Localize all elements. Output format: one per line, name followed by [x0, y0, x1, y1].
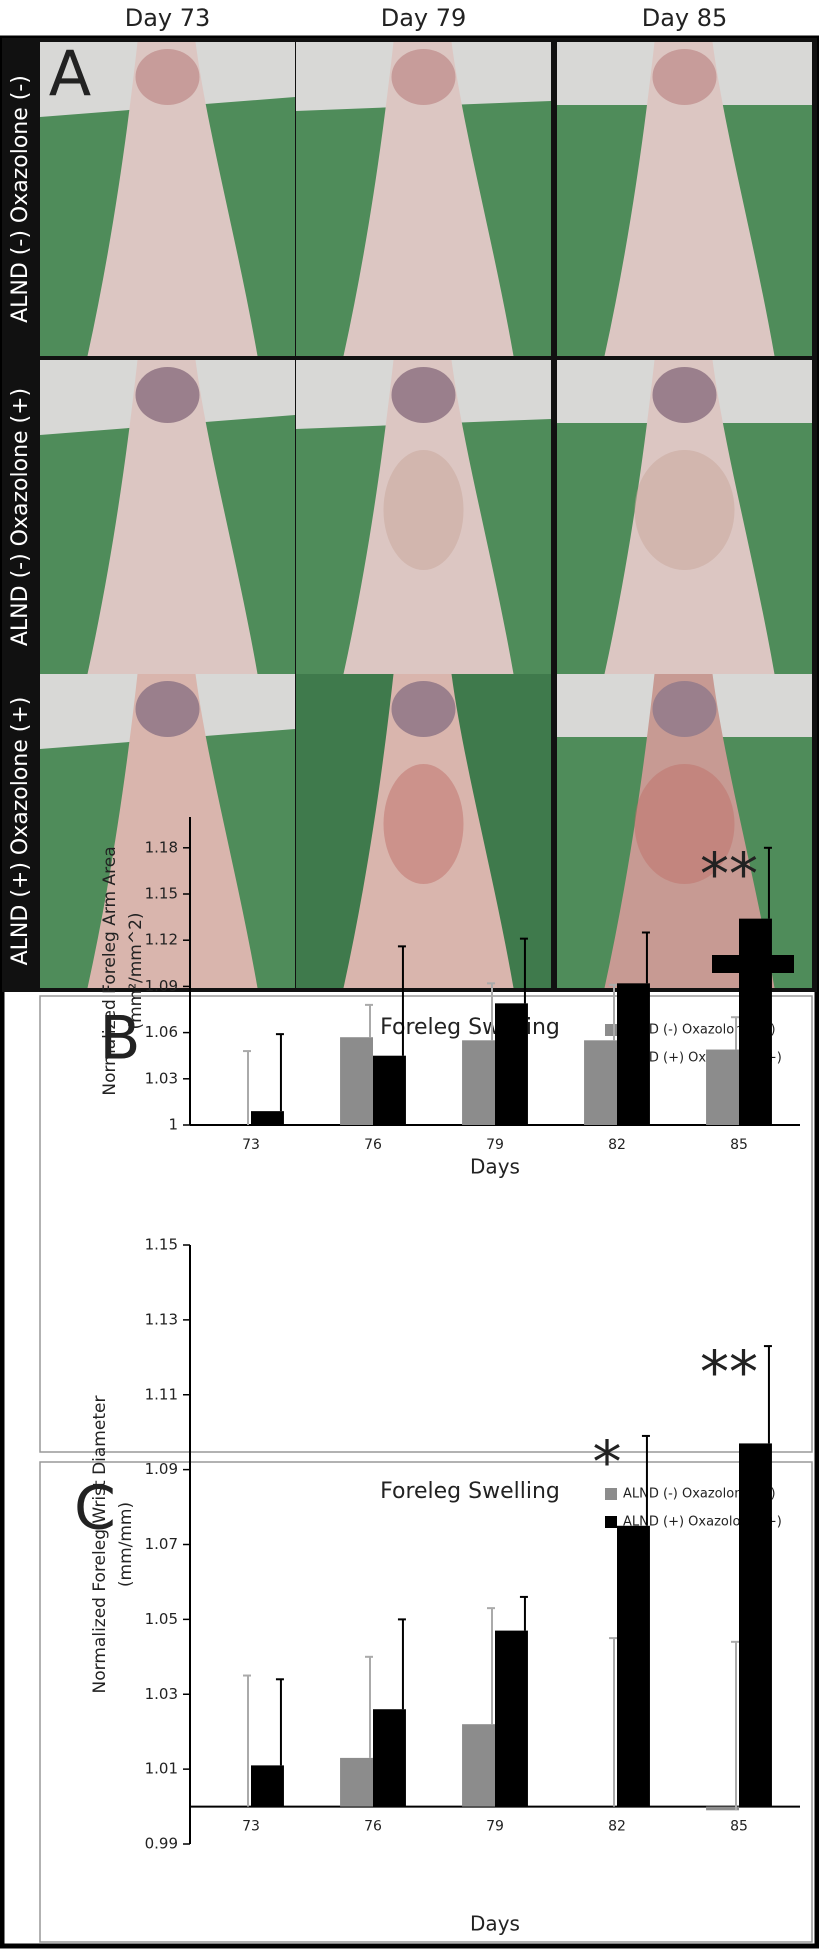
- row-label: ALND (-) Oxazolone (-): [8, 75, 33, 323]
- photo: [40, 42, 295, 356]
- legend-label: ALND (-) Oxazolone (+): [623, 1023, 776, 1038]
- bar: [340, 1757, 373, 1807]
- y-tick-label: 1.03: [145, 1069, 178, 1087]
- bar: [373, 1709, 406, 1807]
- y-tick-label: 1.06: [145, 1023, 178, 1041]
- leg: [604, 42, 775, 356]
- significance-mark: **: [700, 840, 758, 908]
- row-label: ALND (+) Oxazolone (+): [8, 697, 33, 966]
- bar: [617, 1525, 650, 1807]
- bar: [706, 1049, 739, 1125]
- leg: [87, 674, 258, 988]
- x-tick-label: 85: [730, 1819, 748, 1835]
- photo: [40, 360, 295, 674]
- y-tick-label: 1.01: [145, 1760, 178, 1778]
- bar: [462, 1724, 495, 1807]
- bar: [251, 1111, 284, 1125]
- panel-letter: C: [74, 1474, 116, 1544]
- legend-swatch: [605, 1024, 617, 1036]
- y-axis-label: (mm²/mm^2): [126, 912, 146, 1029]
- leg: [87, 360, 258, 674]
- legend-swatch: [605, 1488, 617, 1500]
- x-tick-label: 73: [242, 1819, 260, 1835]
- paw: [391, 681, 456, 737]
- panel-letter: B: [99, 1004, 140, 1074]
- x-tick-label: 76: [364, 1137, 382, 1153]
- x-tick-label: 82: [608, 1819, 626, 1835]
- bar: [739, 918, 772, 1125]
- y-tick-label: 1.12: [145, 931, 178, 949]
- photo: [557, 674, 812, 988]
- bar: [495, 1003, 528, 1125]
- bar: [706, 1806, 739, 1811]
- paw: [391, 367, 456, 423]
- lesion: [634, 450, 735, 570]
- y-tick-label: 1.15: [145, 885, 178, 903]
- bar: [340, 1037, 373, 1125]
- x-axis-label: Days: [470, 1155, 520, 1179]
- column-header: Day 85: [642, 4, 728, 32]
- paw: [135, 367, 200, 423]
- column-header: Day 73: [125, 4, 211, 32]
- x-axis-label: Days: [470, 1912, 520, 1936]
- y-tick-label: 1.15: [145, 1236, 178, 1254]
- y-tick-label: 1.18: [145, 838, 178, 856]
- y-tick-label: 1.11: [145, 1385, 178, 1403]
- y-tick-label: 1.13: [145, 1310, 178, 1328]
- chart-title: Foreleg Swelling: [380, 1015, 560, 1040]
- bar: [462, 1040, 495, 1125]
- bar: [495, 1630, 528, 1807]
- legend-label: ALND (-) Oxazolone (+): [623, 1487, 776, 1502]
- bar: [617, 983, 650, 1125]
- photo: [296, 360, 551, 674]
- legend-swatch: [605, 1516, 617, 1528]
- x-tick-label: 76: [364, 1819, 382, 1835]
- panel-letter: A: [49, 37, 91, 110]
- bar: [739, 1443, 772, 1807]
- y-tick-label: 1: [168, 1116, 178, 1134]
- lesion: [383, 764, 464, 884]
- photo: [296, 674, 551, 988]
- y-tick-label: 0.99: [145, 1835, 178, 1853]
- significance-mark: *: [593, 1428, 622, 1496]
- y-tick-label: 1.03: [145, 1685, 178, 1703]
- bar: [251, 1765, 284, 1807]
- lesion: [383, 450, 464, 570]
- paw: [652, 367, 717, 423]
- paw: [135, 681, 200, 737]
- column-header: Day 79: [381, 4, 467, 32]
- chart-frame: [39, 995, 813, 1453]
- row-label: ALND (-) Oxazolone (+): [8, 388, 33, 646]
- photo: [40, 674, 295, 988]
- leg: [343, 42, 514, 356]
- bar: [584, 1040, 617, 1125]
- chart-frame: [39, 1461, 813, 1943]
- paw: [652, 49, 717, 105]
- paw: [652, 681, 717, 737]
- photo: [296, 42, 551, 356]
- x-tick-label: 79: [486, 1819, 504, 1835]
- y-axis-label: (mm/mm): [116, 1502, 136, 1587]
- paw: [391, 49, 456, 105]
- x-tick-label: 73: [242, 1137, 260, 1153]
- photo: [557, 42, 812, 356]
- significance-mark: **: [700, 1338, 758, 1406]
- paw: [135, 49, 200, 105]
- x-tick-label: 85: [730, 1137, 748, 1153]
- y-axis-label: Normalized Foreleg Wrist Diameter: [90, 1396, 110, 1694]
- y-tick-label: 1.09: [145, 977, 178, 995]
- x-tick-label: 82: [608, 1137, 626, 1153]
- y-tick-label: 1.05: [145, 1610, 178, 1628]
- leg: [87, 42, 258, 356]
- lesion: [634, 764, 735, 884]
- chart-title: Foreleg Swelling: [380, 1479, 560, 1504]
- y-tick-label: 1.09: [145, 1460, 178, 1478]
- bar: [373, 1055, 406, 1125]
- y-tick-label: 1.07: [145, 1535, 178, 1553]
- x-tick-label: 79: [486, 1137, 504, 1153]
- y-axis-label: Normalized Foreleg Arm Area: [100, 846, 120, 1095]
- photo: [557, 360, 812, 674]
